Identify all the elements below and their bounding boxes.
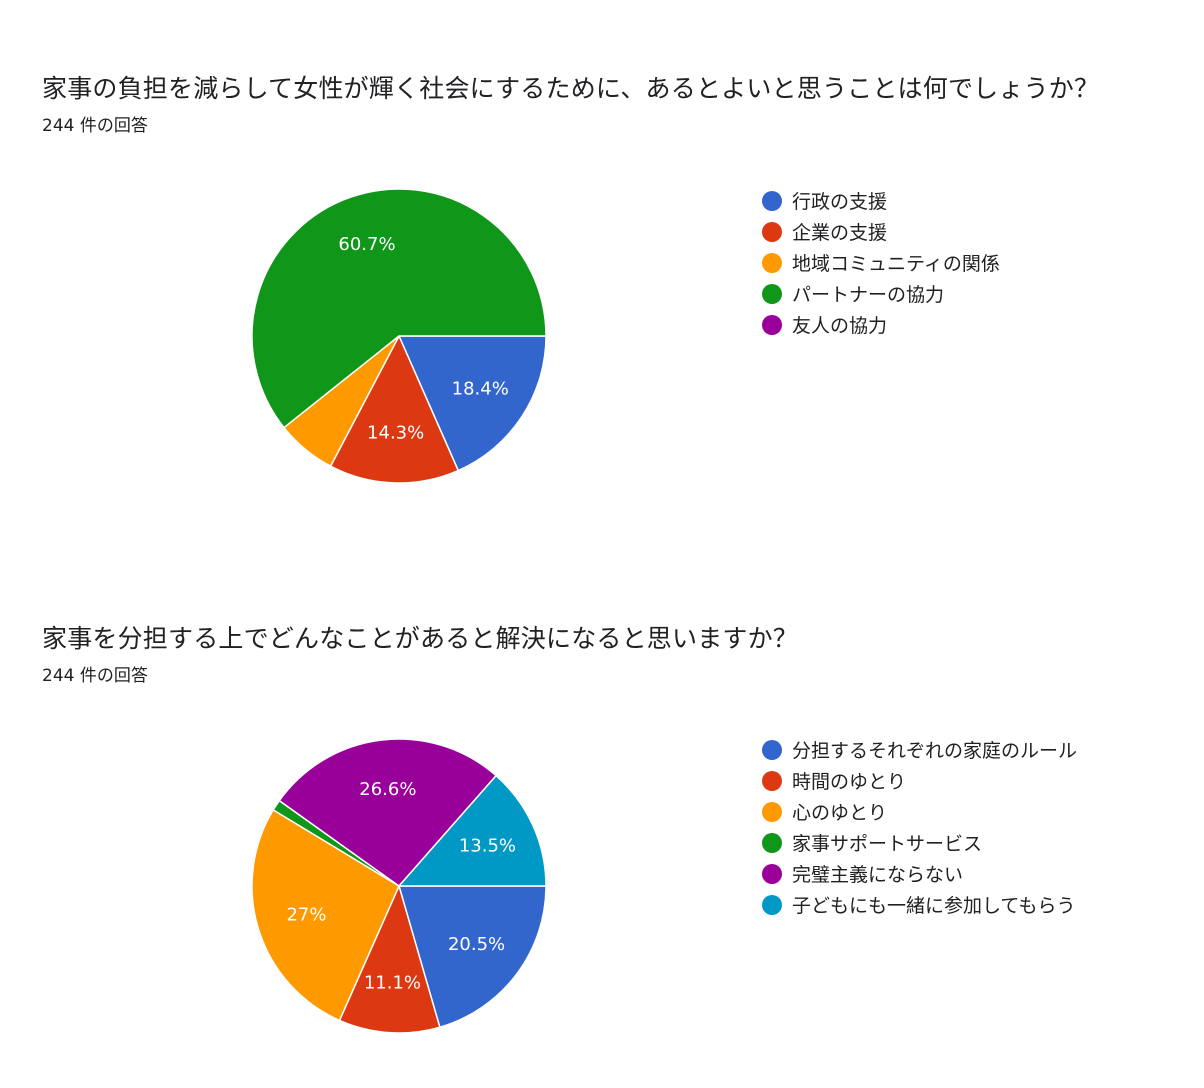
- legend-swatch: [762, 221, 782, 242]
- legend-label: 完璧主義にならない: [792, 864, 964, 886]
- legend-item: 子どもにも一緒に参加してもらう: [762, 889, 1077, 920]
- legend-label: 企業の支援: [792, 222, 888, 244]
- legend-item: 完璧主義にならない: [762, 858, 1077, 889]
- slice-data-label: 13.5%: [459, 836, 516, 857]
- chart-legend-1: 行政の支援企業の支援地域コミュニティの関係 パートナーの協力 友人の協力: [762, 185, 1000, 340]
- chart-title: 家事を分担する上でどんなことがあると解決になると思いますか？: [42, 624, 799, 653]
- legend-item: 分担するそれぞれの家庭のルール: [762, 734, 1077, 765]
- legend-label: 行政の支援: [792, 191, 888, 213]
- legend-swatch: [762, 801, 782, 822]
- legend-label: 分担するそれぞれの家庭のルール: [792, 740, 1078, 762]
- response-count: 244 件の回答: [42, 116, 148, 136]
- slice-data-label: 14.3%: [367, 422, 424, 443]
- pie-slice: [338, 883, 441, 1034]
- legend-label: 時間のゆとり: [792, 771, 907, 793]
- slice-data-label: 11.1%: [364, 972, 421, 993]
- chart-card-1: 家事の負担を減らして女性が輝く社会にするために、あるとよいと思うことは何でしょう…: [42, 74, 1100, 484]
- legend-swatch: [762, 739, 782, 760]
- legend-item: 地域コミュニティの関係: [762, 247, 1000, 278]
- legend-label: パートナーの協力: [792, 284, 945, 306]
- slice-data-label: 18.4%: [452, 379, 509, 400]
- legend-item: 時間のゆとり: [762, 765, 1077, 796]
- legend-item: 家事サポートサービス: [762, 827, 1077, 858]
- pie-slice: [397, 335, 547, 472]
- legend-swatch: [762, 283, 782, 304]
- slice-data-label: 60.7%: [338, 234, 395, 255]
- pie-slice: [329, 334, 460, 484]
- legend-item: 心のゆとり: [762, 796, 1077, 827]
- legend-swatch: [762, 832, 782, 853]
- pie-chart-2: 20.5% 11.1% 27% 26.6% 13.5%: [251, 738, 547, 1034]
- legend-swatch: [762, 314, 782, 335]
- chart-title: 家事の負担を減らして女性が輝く社会にするために、あるとよいと思うことは何でしょう…: [42, 74, 1100, 103]
- legend-item: 行政の支援: [762, 185, 1000, 216]
- legend-label: 子どもにも一緒に参加してもらう: [792, 895, 1076, 917]
- response-count: 244 件の回答: [42, 666, 148, 686]
- pie-chart-1: 18.4% 14.3% 60.7%: [251, 188, 547, 484]
- slice-data-label: 27%: [286, 905, 326, 926]
- pie-slice: [278, 738, 498, 888]
- legend-swatch: [762, 770, 782, 791]
- legend-item: 友人の協力: [762, 309, 1000, 340]
- chart-card-2: 家事を分担する上でどんなことがあると解決になると思いますか？ 244 件の回答 …: [0, 560, 1204, 1088]
- legend-label: 家事サポートサービス: [792, 833, 983, 855]
- legend-item: 企業の支援: [762, 216, 1000, 247]
- pie-slice: [397, 774, 547, 887]
- pie-slice: [251, 188, 547, 429]
- legend-label: 心のゆとり: [792, 802, 888, 824]
- legend-swatch: [762, 252, 782, 273]
- pie-slice: [251, 808, 400, 1022]
- legend-label: 地域コミュニティの関係: [792, 253, 1000, 275]
- slice-data-label: 26.6%: [359, 779, 416, 800]
- legend-label: 友人の協力: [792, 315, 888, 337]
- legend-item: パートナーの協力: [762, 278, 1000, 309]
- legend-swatch: [762, 894, 782, 915]
- pie-slice: [398, 885, 547, 1029]
- chart-legend-2: 分担するそれぞれの家庭のルール 時間のゆとり 心のゆとり家事サポートサービス 完璧主義…: [762, 734, 1077, 920]
- legend-swatch: [762, 863, 782, 884]
- legend-swatch: [762, 190, 782, 211]
- slice-data-label: 20.5%: [448, 934, 505, 955]
